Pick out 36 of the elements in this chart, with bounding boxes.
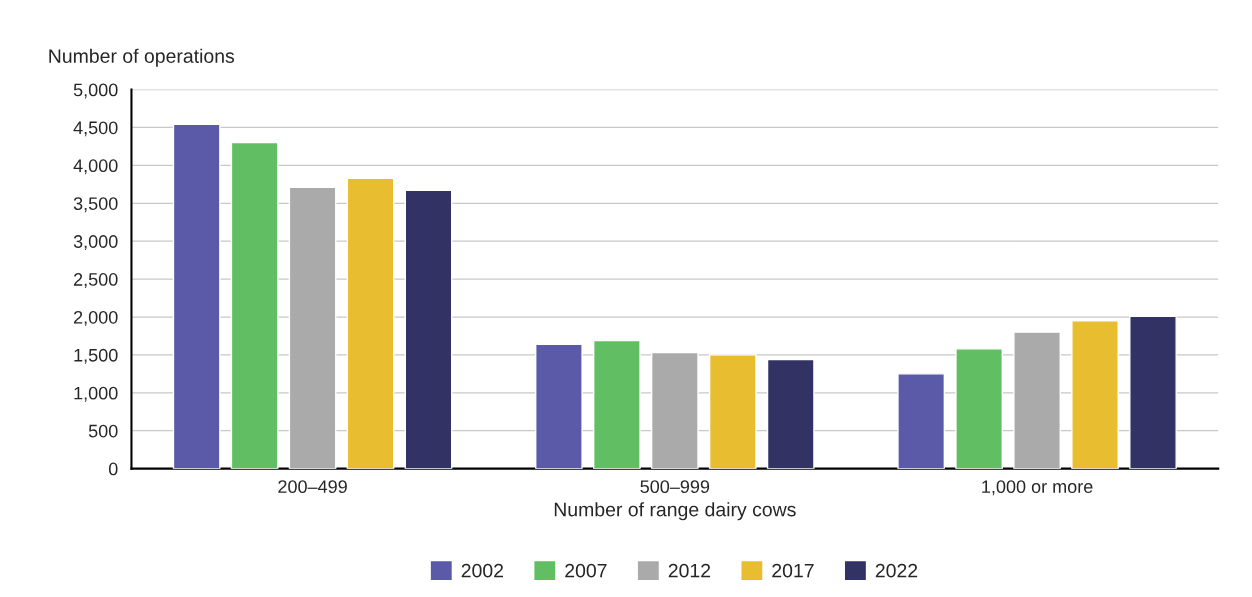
x-axis-title: Number of range dairy cows <box>554 502 796 521</box>
bar <box>346 177 395 469</box>
bar <box>1013 331 1061 469</box>
legend-label: 2002 <box>461 563 504 578</box>
bar <box>766 358 815 469</box>
legend-label: 2022 <box>875 563 918 578</box>
y-tick-label: 2,500 <box>74 273 118 288</box>
y-tick-label: 4,500 <box>73 121 118 137</box>
y-tick-label: 3,000 <box>73 235 118 251</box>
bar <box>172 123 221 469</box>
y-tick-label: 4,000 <box>73 159 118 175</box>
bar <box>1129 315 1177 469</box>
bar <box>535 343 583 469</box>
bar <box>955 348 1003 469</box>
bar <box>592 339 641 469</box>
legend-label: 2007 <box>565 563 607 578</box>
y-tick-label: 5,000 <box>73 83 118 99</box>
y-tick-label: 1,500 <box>74 348 118 364</box>
x-tick-label: 200–499 <box>278 480 347 494</box>
y-tick-label: 3,500 <box>73 197 118 213</box>
legend-label: 2012 <box>668 563 711 578</box>
y-tick-label: 0 <box>108 462 118 476</box>
y-axis-title: Number of operations <box>49 48 235 67</box>
y-tick-label: 1,000 <box>74 386 118 402</box>
x-tick-label: 500–999 <box>640 480 710 494</box>
y-tick-label: 2,000 <box>74 310 118 326</box>
bar <box>708 354 757 469</box>
bar <box>897 373 946 469</box>
bar <box>1071 320 1119 469</box>
x-tick-label: 1,000 or more <box>982 480 1093 496</box>
bar <box>288 186 337 469</box>
bar <box>650 351 699 469</box>
legend-label: 2017 <box>772 563 814 578</box>
y-tick-label: 500 <box>88 424 118 438</box>
bar <box>230 141 279 469</box>
bar <box>404 189 453 469</box>
